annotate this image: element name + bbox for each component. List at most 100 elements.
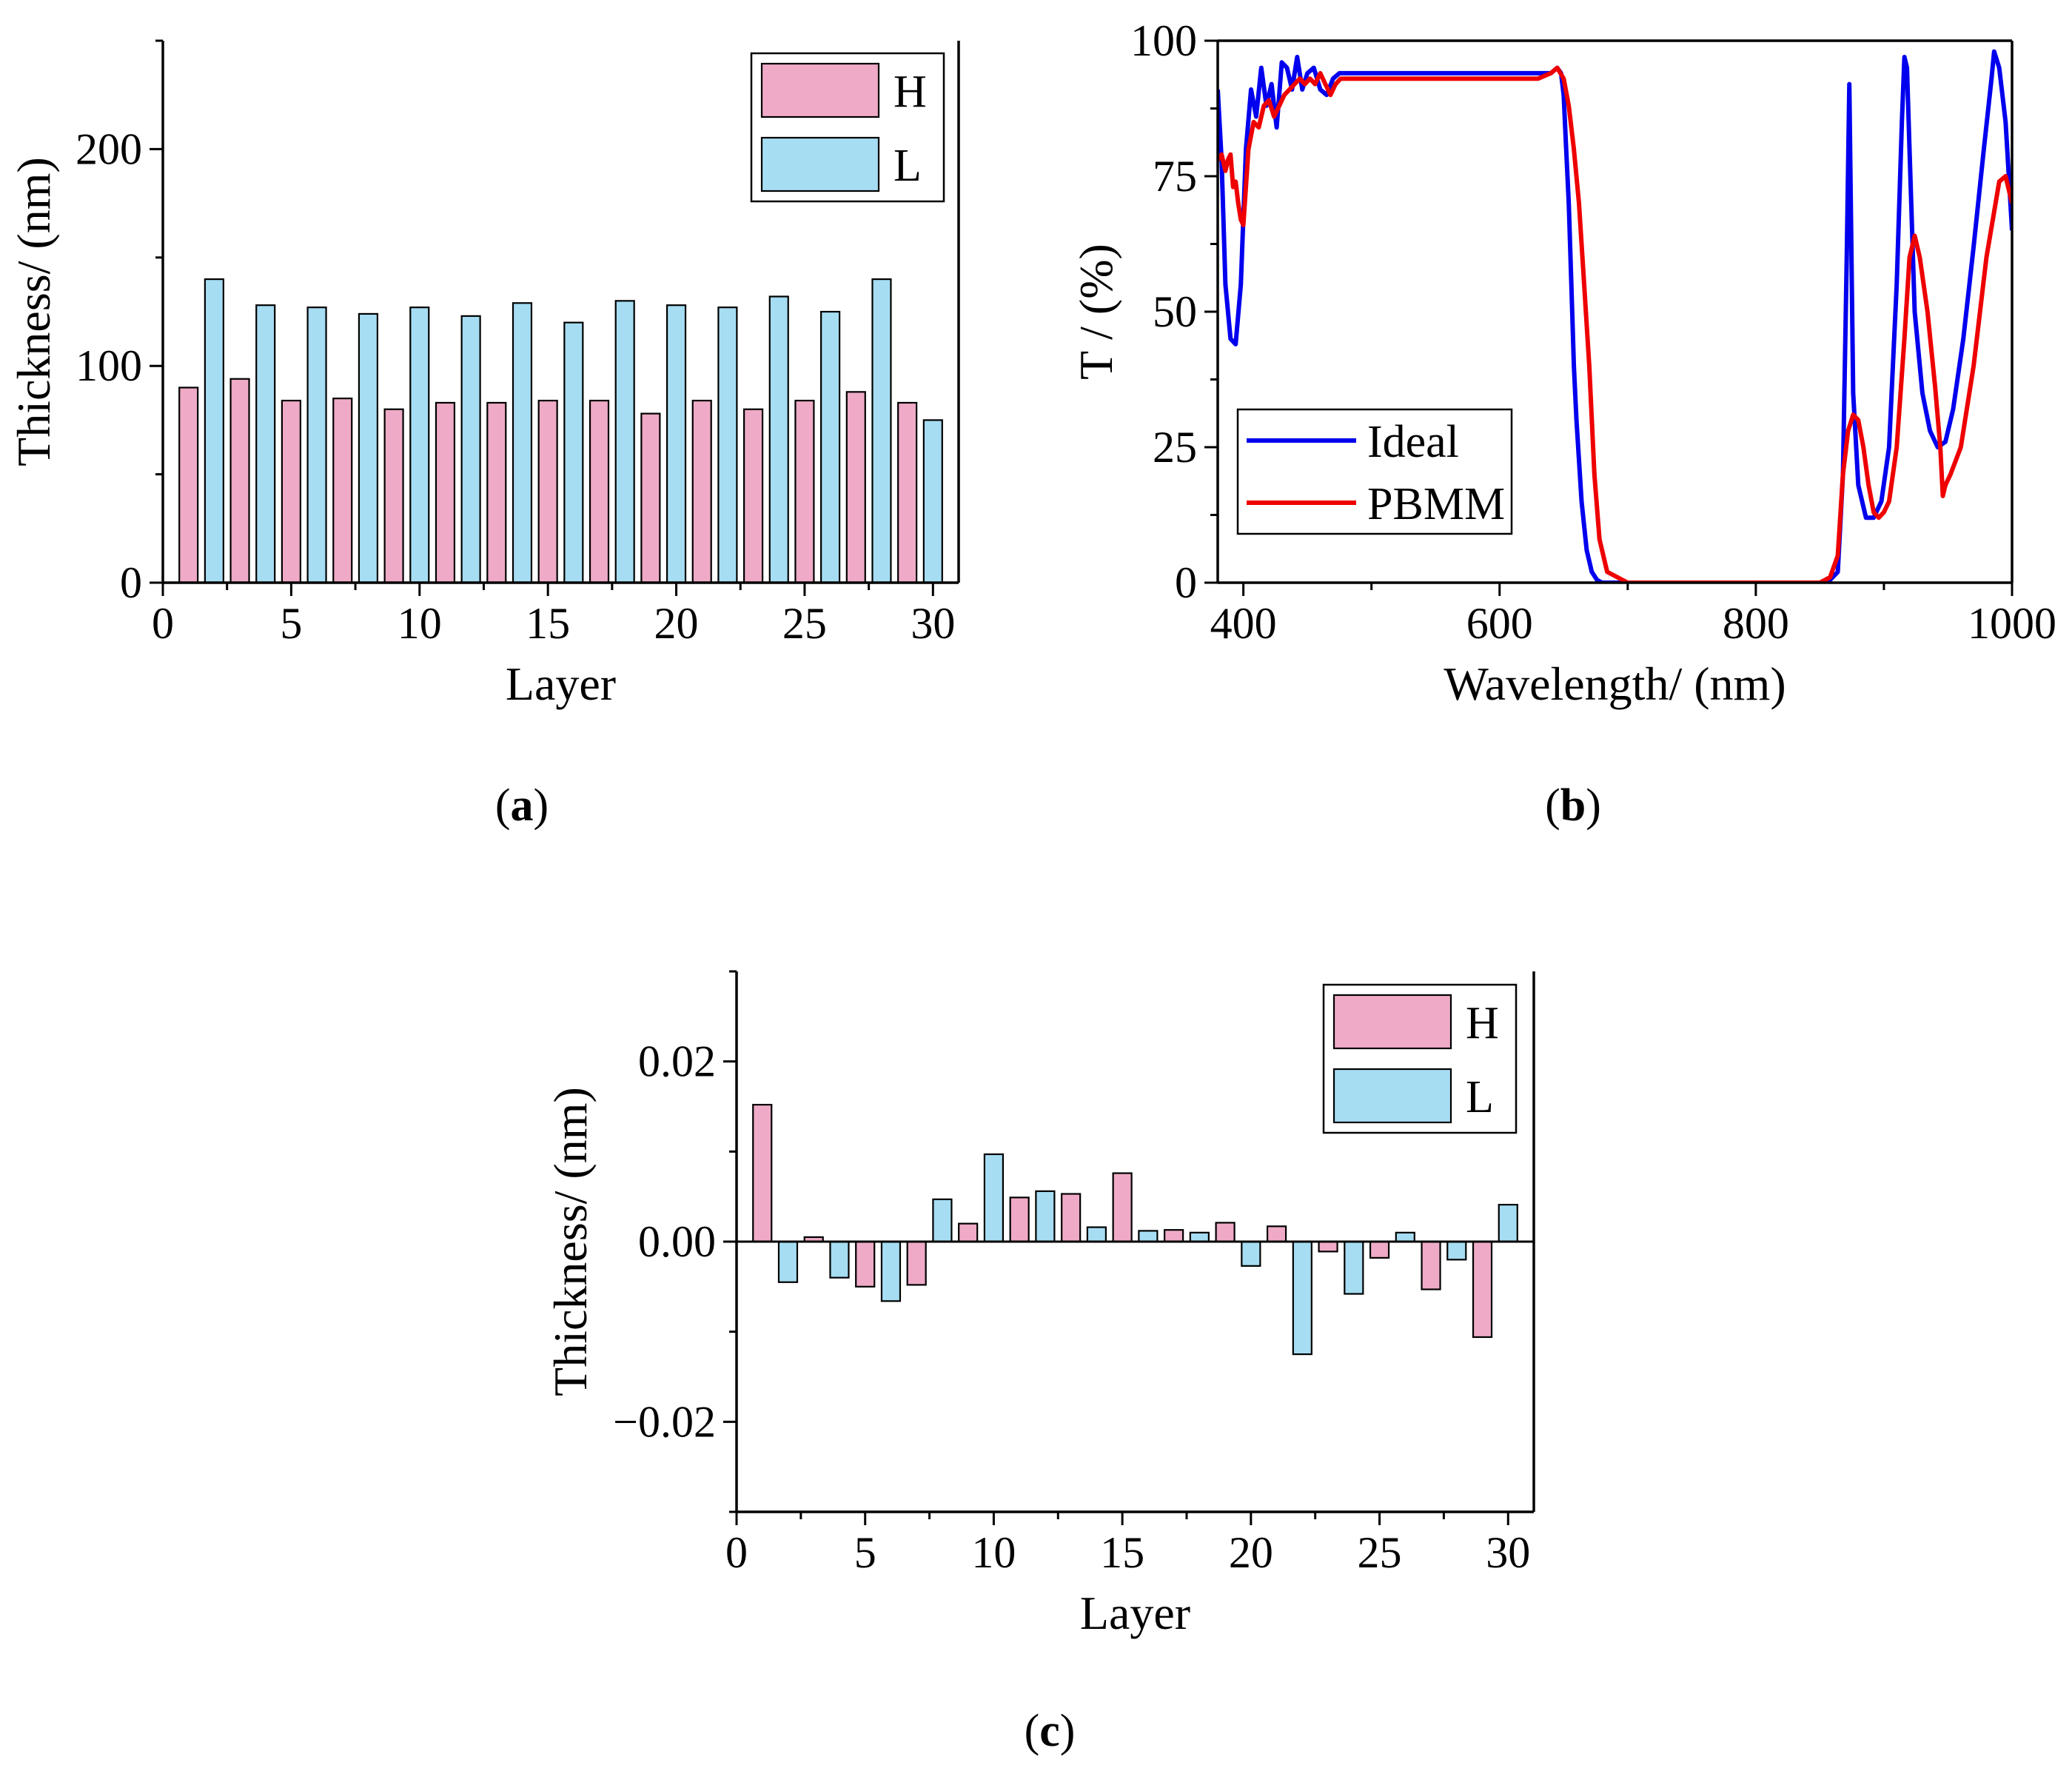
y-tick-label: 75 [1153,152,1197,201]
bar-H-layer-7 [332,398,353,583]
bar-H-layer-13 [1061,1193,1082,1243]
bar-L-layer-26 [820,310,841,583]
bar-H-layer-29 [1472,1240,1493,1339]
x-tick-label: 15 [1100,1528,1144,1577]
x-tick-label: 5 [280,599,302,648]
line-series-ideal [1218,49,2012,583]
y-tick-label: 0.00 [638,1217,716,1266]
bar-L-layer-10 [983,1153,1005,1243]
bar-L-layer-20 [665,304,687,583]
y-tick-label: 0.02 [638,1037,716,1086]
bar-H-layer-13 [486,401,507,583]
panel-label-letter: c [1039,1706,1060,1756]
panel-label: (c) [1025,1706,1076,1756]
legend-label-L: L [1466,1072,1494,1122]
plot-area [752,1103,1518,1356]
legend-swatch-H [1332,994,1452,1050]
x-tick-label: 15 [526,599,570,648]
bar-L-layer-16 [563,321,584,583]
x-axis-title: Layer [506,657,616,710]
bar-H-layer-11 [435,401,456,583]
x-tick-label: 5 [854,1528,876,1577]
y-tick-label: −0.02 [613,1397,716,1446]
bar-L-layer-24 [768,295,789,583]
bar-L-layer-6 [306,307,327,583]
y-axis-title: Thickness/ (nm) [7,157,60,466]
legend-swatch-L [760,136,880,192]
y-tick-label: 100 [1130,16,1197,65]
bar-L-layer-14 [1086,1226,1107,1243]
x-tick-label: 10 [971,1528,1016,1577]
bar-L-layer-30 [1498,1204,1518,1243]
x-tick-label: 600 [1466,599,1533,648]
bar-L-layer-4 [829,1240,850,1279]
plot-area [178,278,943,583]
bar-H-layer-9 [958,1222,979,1243]
bar-H-layer-27 [845,391,866,583]
panel-label-open: ( [1025,1706,1040,1756]
bar-H-layer-21 [691,399,712,583]
bar-H-layer-9 [383,408,404,583]
bar-H-layer-19 [640,412,661,583]
x-tick-label: 30 [1486,1528,1530,1577]
bar-H-layer-19 [1215,1222,1236,1243]
bar-H-layer-7 [906,1240,927,1286]
legend-label-pbmm: PBMM [1367,479,1505,529]
legend-box [1236,408,1513,535]
bar-L-layer-18 [1189,1231,1210,1243]
x-tick-label: 0 [725,1528,748,1577]
y-tick-label: 0 [120,558,142,607]
bar-L-layer-24 [1344,1240,1364,1295]
y-axis-title: T / (%) [1070,244,1122,380]
legend-swatch-L [1332,1068,1452,1124]
panel-label: (b) [1545,780,1601,831]
bar-H-layer-25 [1369,1240,1390,1259]
panel-label: (a) [495,780,549,831]
bar-L-layer-2 [204,278,224,583]
bar-H-layer-23 [1318,1240,1338,1253]
x-tick-label: 20 [1229,1528,1273,1577]
bar-L-layer-20 [1241,1240,1261,1267]
bar-L-layer-12 [1035,1190,1056,1243]
bar-L-layer-18 [614,300,635,583]
x-tick-label: 25 [1358,1528,1402,1577]
y-tick-label: 100 [76,341,142,390]
y-tick-label: 25 [1153,423,1197,472]
bar-L-layer-14 [512,302,533,583]
bar-H-layer-3 [229,378,250,583]
panel-label-letter: b [1560,780,1586,831]
y-tick-label: 0 [1175,558,1197,607]
legend: Ideal PBMM [1236,408,1513,535]
panel-label-close: ) [1586,780,1601,831]
bar-L-layer-6 [880,1240,902,1302]
bar-L-layer-22 [1292,1240,1312,1356]
bar-H-layer-29 [897,401,918,583]
bar-H-layer-15 [537,399,558,583]
x-tick-label: 800 [1723,599,1789,648]
bar-H-layer-1 [178,386,199,583]
legend-label-ideal: Ideal [1367,417,1459,467]
panel-label-letter: a [511,780,534,831]
bar-H-layer-5 [855,1240,876,1288]
bar-L-layer-4 [255,304,276,583]
y-tick-label: 200 [76,124,142,173]
bar-L-layer-28 [1446,1240,1467,1261]
panel-label-close: ) [1060,1706,1076,1756]
bar-L-layer-10 [409,307,430,583]
x-tick-label: 10 [398,599,442,648]
legend: HL [1322,983,1518,1134]
bar-H-layer-23 [742,408,764,583]
panel-c-chart: 0 5 10 15 20 25 30 −0.02 0.00 0.02 Layer Thickness/… [544,970,1535,1756]
bar-L-layer-12 [460,315,481,583]
bar-L-layer-16 [1138,1230,1159,1243]
bar-L-layer-2 [777,1240,799,1283]
bar-H-layer-17 [1164,1229,1184,1243]
bar-H-layer-21 [1266,1225,1287,1243]
x-axis-title: Layer [1080,1587,1190,1639]
bar-H-layer-17 [589,399,610,583]
bar-H-layer-15 [1112,1172,1133,1243]
bar-L-layer-8 [932,1198,953,1243]
x-axis-title: Wavelength/ (nm) [1444,657,1786,710]
bar-H-layer-25 [794,399,815,583]
